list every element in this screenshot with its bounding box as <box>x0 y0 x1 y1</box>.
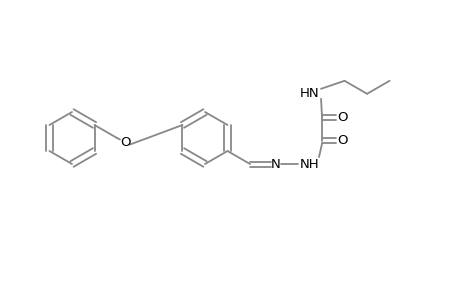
Text: O: O <box>119 136 130 148</box>
Text: N: N <box>270 158 280 170</box>
Text: HN: HN <box>300 87 319 100</box>
Text: NH: NH <box>300 158 319 170</box>
Text: O: O <box>337 134 347 147</box>
Text: O: O <box>337 111 347 124</box>
